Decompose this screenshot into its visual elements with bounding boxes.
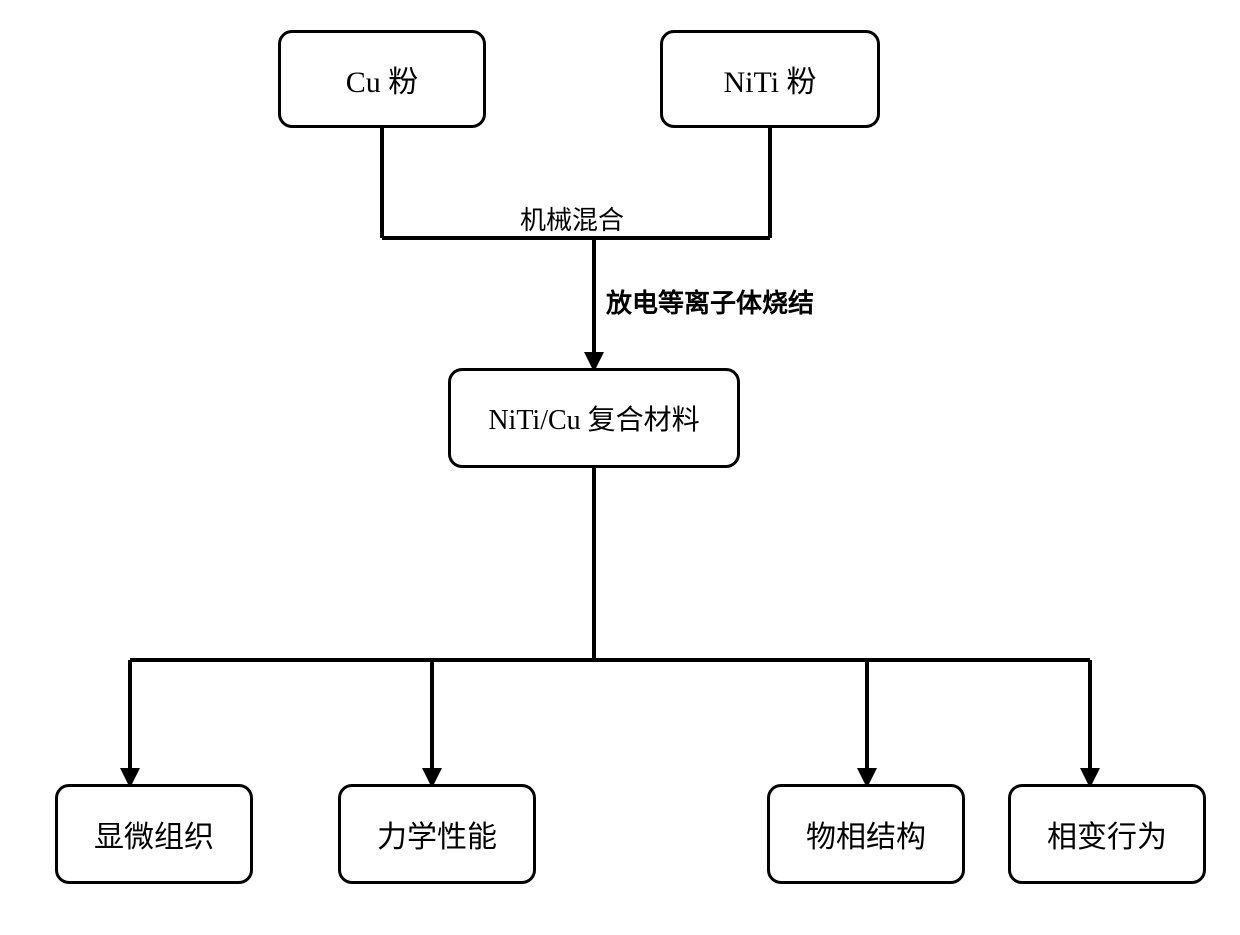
node-out-transformation: 相变行为	[1008, 784, 1206, 884]
node-label: 力学性能	[377, 812, 497, 856]
node-cu-powder: Cu 粉	[278, 30, 486, 128]
node-out-phase-structure: 物相结构	[767, 784, 965, 884]
node-label: Cu 粉	[346, 57, 419, 101]
node-label: 显微组织	[94, 812, 214, 856]
node-niti-powder: NiTi 粉	[660, 30, 880, 128]
node-composite: NiTi/Cu 复合材料	[448, 368, 740, 468]
edge-label-text: 机械混合	[520, 206, 624, 235]
node-out-mechanical: 力学性能	[338, 784, 536, 884]
node-label: 物相结构	[806, 812, 926, 856]
node-label: NiTi/Cu 复合材料	[488, 398, 699, 438]
node-label: 相变行为	[1047, 812, 1167, 856]
flowchart-canvas: Cu 粉 NiTi 粉 NiTi/Cu 复合材料 显微组织 力学性能 物相结构 …	[0, 0, 1240, 935]
edge-label-sps: 放电等离子体烧结	[606, 283, 814, 320]
edge-label-text: 放电等离子体烧结	[606, 289, 814, 318]
node-out-microstructure: 显微组织	[55, 784, 253, 884]
edge-label-mixing: 机械混合	[520, 200, 624, 237]
node-label: NiTi 粉	[723, 57, 816, 101]
